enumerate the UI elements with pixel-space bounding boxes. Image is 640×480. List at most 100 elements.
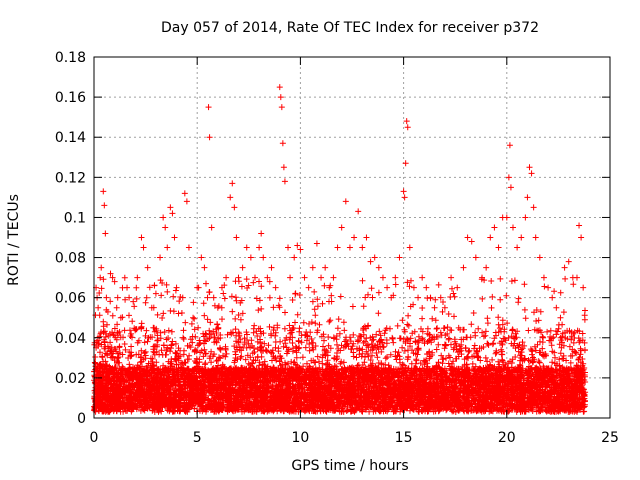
data-point bbox=[276, 84, 283, 91]
data-point bbox=[355, 208, 362, 215]
x-tick-label: 10 bbox=[291, 430, 309, 446]
data-point bbox=[419, 274, 426, 281]
data-point bbox=[346, 244, 353, 251]
data-point bbox=[524, 194, 531, 201]
data-point bbox=[483, 264, 490, 271]
data-point bbox=[454, 284, 461, 291]
data-point bbox=[441, 304, 448, 311]
data-point bbox=[401, 194, 408, 201]
data-point bbox=[431, 304, 438, 311]
data-point bbox=[229, 180, 236, 187]
data-point bbox=[109, 274, 116, 281]
data-point bbox=[580, 284, 587, 291]
data-point bbox=[351, 234, 358, 241]
data-point bbox=[126, 294, 133, 301]
data-point bbox=[264, 274, 271, 281]
data-point bbox=[392, 274, 399, 281]
data-point bbox=[367, 258, 374, 265]
data-point bbox=[95, 304, 102, 311]
data-point bbox=[218, 284, 225, 291]
data-point bbox=[342, 198, 349, 205]
data-point bbox=[101, 202, 108, 209]
data-point bbox=[338, 224, 345, 231]
data-point bbox=[194, 284, 201, 291]
data-point bbox=[557, 314, 564, 321]
data-point bbox=[171, 234, 178, 241]
data-point bbox=[256, 244, 263, 251]
data-point bbox=[528, 170, 535, 177]
data-point bbox=[509, 224, 516, 231]
data-point bbox=[330, 274, 337, 281]
data-point bbox=[472, 254, 479, 261]
data-point bbox=[576, 222, 583, 229]
data-point bbox=[173, 284, 180, 291]
data-point bbox=[280, 164, 287, 171]
data-point bbox=[239, 264, 246, 271]
data-point bbox=[505, 174, 512, 181]
data-point bbox=[404, 124, 411, 131]
data-point bbox=[162, 224, 169, 231]
data-point bbox=[402, 160, 409, 167]
x-axis-ticks: 0 5 10 15 20 25 bbox=[90, 57, 619, 446]
data-point bbox=[167, 204, 174, 211]
data-point bbox=[111, 278, 118, 285]
data-point bbox=[503, 214, 510, 221]
data-point bbox=[185, 244, 192, 251]
x-tick-label: 0 bbox=[90, 430, 99, 446]
data-point bbox=[464, 234, 471, 241]
y-tick-label: 0.06 bbox=[55, 291, 86, 307]
data-point bbox=[231, 204, 238, 211]
data-point bbox=[578, 234, 585, 241]
data-point bbox=[448, 274, 455, 281]
data-point bbox=[506, 142, 513, 149]
data-point bbox=[208, 224, 215, 231]
data-point bbox=[384, 284, 391, 291]
data-point bbox=[204, 294, 211, 301]
data-point bbox=[522, 214, 529, 221]
y-tick-label: 0.16 bbox=[55, 90, 86, 106]
y-tick-label: 0.08 bbox=[55, 251, 86, 267]
data-point bbox=[117, 314, 124, 321]
data-point bbox=[294, 242, 301, 249]
data-point bbox=[427, 294, 434, 301]
chart-title: Day 057 of 2014, Rate Of TEC Index for r… bbox=[161, 20, 539, 36]
data-point bbox=[100, 188, 107, 195]
data-point bbox=[326, 284, 333, 291]
data-point bbox=[479, 274, 486, 281]
data-point bbox=[287, 274, 294, 281]
data-point bbox=[124, 284, 131, 291]
data-point bbox=[107, 270, 114, 277]
data-point bbox=[437, 294, 444, 301]
data-point bbox=[322, 264, 329, 271]
data-point bbox=[223, 274, 230, 281]
data-point bbox=[388, 294, 395, 301]
data-point bbox=[214, 304, 221, 311]
data-point bbox=[134, 274, 141, 281]
plot-frame bbox=[93, 56, 611, 419]
y-tick-label: 0.12 bbox=[55, 170, 86, 186]
data-point bbox=[205, 104, 212, 111]
data-point bbox=[305, 284, 312, 291]
data-point bbox=[160, 214, 167, 221]
data-point bbox=[514, 244, 521, 251]
data-point bbox=[375, 264, 382, 271]
data-point bbox=[536, 254, 543, 261]
data-point bbox=[487, 234, 494, 241]
data-point bbox=[148, 304, 155, 311]
data-point bbox=[400, 188, 407, 195]
data-point bbox=[260, 254, 267, 261]
data-point bbox=[235, 274, 242, 281]
data-point bbox=[291, 254, 298, 261]
data-point bbox=[545, 284, 552, 291]
data-point bbox=[359, 244, 366, 251]
y-tick-label: 0.04 bbox=[55, 331, 86, 347]
y-tick-label: 0.02 bbox=[55, 371, 86, 387]
data-point bbox=[526, 164, 533, 171]
data-point bbox=[403, 118, 410, 125]
data-point bbox=[297, 246, 304, 253]
data-point bbox=[410, 284, 417, 291]
data-point bbox=[363, 234, 370, 241]
data-point bbox=[181, 190, 188, 197]
x-tick-label: 20 bbox=[498, 430, 516, 446]
